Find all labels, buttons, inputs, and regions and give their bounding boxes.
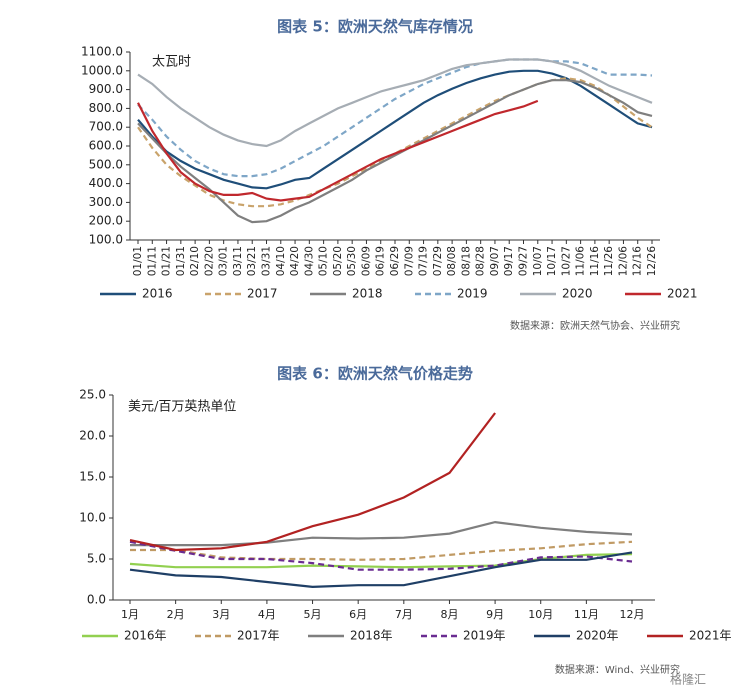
series-line (130, 520, 633, 547)
x-tick-label: 03/31 (261, 246, 273, 276)
x-tick-label: 5月 (304, 608, 322, 621)
x-tick-label: 09/07 (489, 246, 501, 276)
legend-label: 2016 (142, 287, 173, 301)
y-tick-label: 600.0 (89, 139, 123, 153)
series-line (137, 79, 653, 224)
x-tick-label: 05/20 (332, 246, 344, 276)
series-line (137, 69, 653, 190)
x-tick-label: 03/11 (232, 246, 244, 276)
y-tick-label: 700.0 (89, 120, 123, 134)
x-tick-label: 11/06 (575, 246, 587, 277)
y-tick-label: 20.0 (79, 429, 106, 443)
legend-label: 2021年 (689, 629, 732, 643)
x-tick-label: 05/30 (346, 246, 358, 276)
x-tick-label: 01/11 (146, 246, 158, 276)
x-tick-label: 12月 (620, 608, 645, 621)
x-tick-label: 6月 (349, 608, 367, 621)
y-tick-label: 100.0 (89, 233, 123, 247)
x-tick-label: 10/07 (532, 246, 544, 276)
legend-label: 2021 (667, 287, 698, 301)
y-tick-label: 300.0 (89, 195, 123, 209)
x-tick-label: 3月 (212, 608, 230, 621)
y-tick-label: 800.0 (89, 101, 123, 115)
x-tick-label: 10/17 (546, 246, 558, 276)
legend-label: 2020年 (576, 629, 619, 643)
source-note: 数据来源：Wind、兴业研究 (555, 663, 680, 676)
legend-label: 2016年 (124, 629, 167, 643)
legend-label: 2020 (562, 287, 593, 301)
x-tick-label: 02/10 (189, 246, 201, 276)
source-note: 数据来源：欧洲天然气协会、兴业研究 (510, 319, 680, 332)
y-tick-label: 25.0 (79, 388, 106, 402)
series-line (129, 551, 633, 589)
x-tick-label: 04/30 (303, 246, 315, 276)
x-tick-label: 10月 (528, 608, 553, 621)
legend-label: 2019 (457, 287, 488, 301)
x-tick-label: 08/18 (460, 246, 472, 276)
x-tick-label: 4月 (258, 608, 276, 621)
x-tick-label: 11/16 (589, 246, 601, 277)
x-tick-label: 07/09 (403, 246, 415, 276)
x-tick-label: 06/29 (389, 246, 401, 276)
legend-label: 2017年 (237, 629, 280, 643)
legend-label: 2018 (352, 287, 383, 301)
series-line (137, 58, 653, 178)
chart-title: 图表 6：欧洲天然气价格走势 (277, 365, 473, 383)
x-tick-label: 08/28 (475, 246, 487, 276)
x-tick-label: 12/06 (617, 246, 629, 277)
unit-label: 太瓦时 (152, 55, 191, 70)
x-tick-label: 07/29 (432, 246, 444, 276)
x-tick-label: 8月 (440, 608, 458, 621)
legend-label: 2018年 (350, 629, 393, 643)
x-tick-label: 05/10 (318, 246, 330, 276)
y-tick-label: 900.0 (89, 82, 123, 96)
x-tick-label: 2月 (167, 608, 185, 621)
series-line (129, 412, 496, 552)
x-tick-label: 04/10 (275, 246, 287, 276)
x-tick-label: 07/19 (418, 246, 430, 276)
x-tick-label: 01/21 (161, 246, 173, 276)
x-tick-label: 12/16 (632, 246, 644, 277)
x-tick-label: 1月 (121, 608, 139, 621)
y-tick-label: 400.0 (89, 176, 123, 190)
x-tick-label: 03/01 (218, 246, 230, 276)
y-tick-label: 500.0 (89, 157, 123, 171)
chart-title: 图表 5：欧洲天然气库存情况 (277, 18, 473, 36)
y-tick-label: 1000.0 (81, 63, 123, 77)
x-tick-label: 11/26 (603, 246, 615, 277)
y-tick-label: 1100.0 (81, 45, 123, 59)
series-line (129, 540, 633, 571)
x-tick-label: 06/09 (360, 246, 372, 276)
x-tick-label: 10/27 (560, 246, 572, 276)
x-tick-label: 09/17 (503, 246, 515, 276)
x-tick-label: 9月 (486, 608, 504, 621)
y-tick-label: 15.0 (79, 470, 106, 484)
x-tick-label: 03/21 (246, 246, 258, 276)
series-line (130, 540, 633, 561)
series-line (137, 77, 653, 208)
unit-label: 美元/百万英热单位 (128, 400, 236, 415)
x-tick-label: 11月 (574, 608, 599, 621)
legend-label: 2019年 (463, 629, 506, 643)
x-tick-label: 7月 (395, 608, 413, 621)
y-tick-label: 200.0 (89, 214, 123, 228)
y-tick-label: 0.0 (87, 593, 106, 607)
y-tick-label: 5.0 (87, 552, 106, 566)
x-tick-label: 09/27 (518, 246, 530, 276)
legend-label: 2017 (247, 287, 278, 301)
x-tick-label: 06/19 (375, 246, 387, 276)
x-tick-label: 01/01 (132, 246, 144, 276)
x-tick-label: 12/26 (646, 246, 658, 277)
y-tick-label: 10.0 (79, 511, 106, 525)
x-tick-label: 04/20 (289, 246, 301, 276)
x-tick-label: 01/31 (175, 246, 187, 276)
x-tick-label: 02/20 (203, 246, 215, 276)
x-tick-label: 08/08 (446, 246, 458, 276)
watermark: 格隆汇 (670, 672, 706, 687)
series-line (137, 58, 653, 148)
series-line (137, 99, 539, 202)
